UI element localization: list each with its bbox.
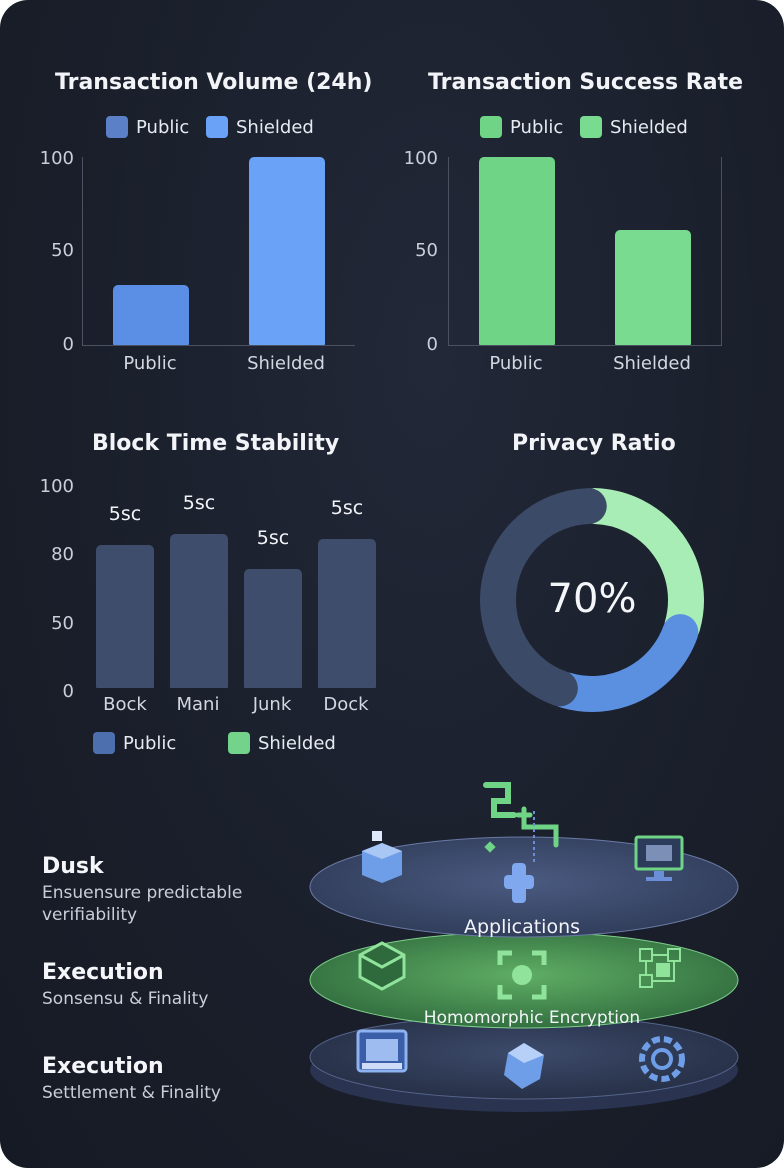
- legend-success-shielded: Shielded: [580, 116, 688, 138]
- chart-title-privacy: Privacy Ratio: [512, 431, 676, 456]
- privacy-donut: [480, 488, 704, 712]
- bar-mani: [170, 534, 228, 688]
- plot-area-block-time: 5sc 5sc 5sc 5sc: [90, 486, 382, 688]
- chart-title-volume: Transaction Volume (24h): [55, 70, 373, 95]
- chart-title-success: Transaction Success Rate: [428, 70, 744, 95]
- y-tick: 50: [51, 613, 74, 634]
- y-tick: 0: [62, 681, 74, 702]
- bar-shielded: [249, 157, 325, 345]
- gem-icon: [504, 1043, 544, 1089]
- legend-volume-public: Public: [106, 116, 189, 138]
- gear-icon: [639, 1036, 685, 1082]
- y-tick: 0: [426, 334, 438, 355]
- y-tick: 50: [51, 240, 74, 261]
- bar-public: [113, 285, 189, 345]
- legend-success-public: Public: [480, 116, 563, 138]
- x-tick-label: Junk: [252, 694, 292, 715]
- donut-center-label: 70%: [547, 576, 637, 622]
- x-tick-label: Mani: [176, 694, 220, 715]
- bar-junk: [244, 569, 302, 688]
- y-tick: 0: [62, 334, 74, 355]
- layer-subtitle-execution-2: Settlement & Finality: [42, 1083, 221, 1103]
- computer-icon: [356, 1029, 408, 1073]
- box-icon: [362, 831, 402, 883]
- chart-title-block-time: Block Time Stability: [92, 431, 340, 456]
- bar-public: [479, 157, 555, 345]
- cube-icon: [358, 941, 406, 991]
- y-tick: 100: [39, 476, 74, 497]
- legend-block-shielded: Shielded: [228, 732, 336, 754]
- bar-data-label: 5sc: [330, 497, 364, 519]
- legend-label: Shielded: [610, 116, 688, 138]
- y-tick: 50: [415, 240, 438, 261]
- bar-data-label: 5sc: [182, 492, 216, 514]
- legend-label: Public: [136, 116, 190, 138]
- layer-title-execution-2: Execution: [42, 1054, 164, 1079]
- legend-swatch: [228, 732, 250, 754]
- legend-swatch: [106, 116, 128, 138]
- layer-subtitle-dusk: Ensuensure predictable verifiability: [42, 883, 243, 925]
- donut-slice-other: [480, 488, 607, 707]
- legend-label: Public: [123, 732, 177, 754]
- legend-swatch: [580, 116, 602, 138]
- legend-swatch: [480, 116, 502, 138]
- layer-stack-illustration: Applications Homomorphic Encryption: [309, 782, 739, 1112]
- bar-dock: [318, 539, 376, 688]
- x-tick-label: Dock: [323, 694, 369, 715]
- y-tick: 100: [403, 148, 438, 169]
- x-tick-label: Bock: [103, 694, 147, 715]
- layer-label-applications: Applications: [464, 916, 580, 938]
- legend-label: Public: [510, 116, 564, 138]
- bar-data-label: 5sc: [108, 503, 142, 525]
- bar-data-label: 5sc: [256, 527, 290, 549]
- bar-bock: [96, 545, 154, 688]
- layer-title-execution-1: Execution: [42, 960, 164, 985]
- flowchart-icon: [483, 782, 559, 863]
- bar-shielded: [615, 230, 691, 345]
- network-icon: [639, 948, 681, 988]
- legend-label: Shielded: [258, 732, 336, 754]
- legend-swatch: [206, 116, 228, 138]
- puzzle-icon: [504, 863, 534, 903]
- focus-icon: [497, 950, 547, 1000]
- legend-swatch: [93, 732, 115, 754]
- x-tick-label: Public: [123, 353, 177, 374]
- monitor-icon: [634, 835, 684, 881]
- y-tick: 100: [39, 148, 74, 169]
- x-tick-label: Public: [489, 353, 543, 374]
- x-tick-label: Shielded: [613, 353, 691, 374]
- legend-label: Shielded: [236, 116, 314, 138]
- plot-area-success: [448, 157, 722, 346]
- layer-subtitle-execution-1: Sonsensu & Finality: [42, 989, 209, 1009]
- x-tick-label: Shielded: [247, 353, 325, 374]
- layer-title-dusk: Dusk: [42, 854, 104, 879]
- layer-label-homomorphic: Homomorphic Encryption: [424, 1008, 640, 1028]
- donut-slice-shielded: [577, 488, 704, 644]
- legend-block-public: Public: [93, 732, 176, 754]
- donut-slice-public: [548, 614, 699, 712]
- legend-volume-shielded: Shielded: [206, 116, 314, 138]
- plot-area-volume: [82, 157, 355, 346]
- y-tick: 80: [51, 544, 74, 565]
